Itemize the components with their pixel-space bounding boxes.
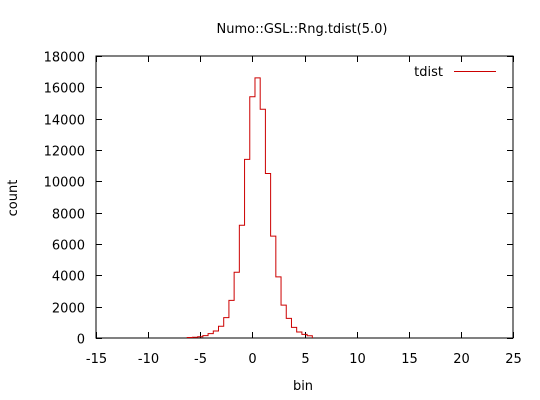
series-layer (186, 77, 313, 339)
plot-frame (95, 55, 514, 339)
y-tick-label: 12000 (44, 145, 85, 160)
x-tick-label: -5 (194, 352, 207, 367)
x-tick-label: 20 (453, 352, 470, 367)
y-tick-label: 4000 (52, 270, 85, 285)
series-line-tdist (186, 77, 313, 339)
x-tick-label: -15 (86, 352, 107, 367)
legend-label: tdist (414, 65, 443, 80)
x-tick-label: 15 (401, 352, 418, 367)
legend: tdist (414, 65, 496, 80)
x-tick-label: -10 (138, 352, 159, 367)
chart-title: Numo::GSL::Rng.tdist(5.0) (217, 22, 388, 37)
plot-border (95, 55, 514, 339)
x-tick-label: 10 (349, 352, 366, 367)
x-tick-label: 25 (505, 352, 522, 367)
x-tick-label: 5 (301, 352, 309, 367)
y-tick-label: 14000 (44, 114, 85, 129)
x-tick-label: 0 (248, 352, 256, 367)
y-tick-label: 18000 (44, 51, 85, 66)
y-tick-label: 10000 (44, 176, 85, 191)
x-axis-label: bin (293, 379, 313, 394)
y-tick-label: 6000 (52, 239, 85, 254)
y-axis-label: count (6, 180, 21, 217)
y-axis: 0 2000 4000 6000 8000 10000 12000 14000 16000 180… (44, 51, 513, 348)
x-axis: -15 -10 -5 0 5 10 15 20 25 (86, 56, 522, 367)
y-tick-label: 0 (77, 333, 85, 348)
y-tick-label: 16000 (44, 82, 85, 97)
y-tick-label: 2000 (52, 302, 85, 317)
y-tick-label: 8000 (52, 208, 85, 223)
